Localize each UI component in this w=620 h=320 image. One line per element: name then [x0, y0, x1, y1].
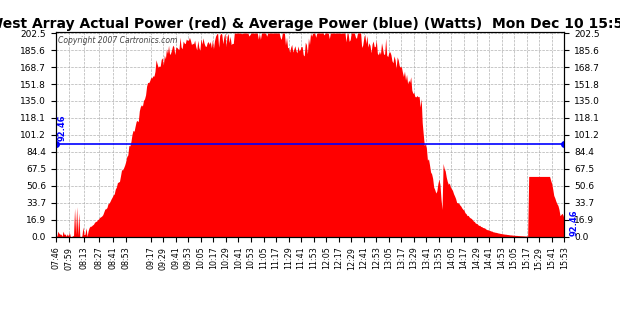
- Text: 92.46: 92.46: [58, 114, 67, 141]
- Text: 92.46: 92.46: [569, 210, 578, 236]
- Title: West Array Actual Power (red) & Average Power (blue) (Watts)  Mon Dec 10 15:59: West Array Actual Power (red) & Average …: [0, 17, 620, 31]
- Text: Copyright 2007 Cartronics.com: Copyright 2007 Cartronics.com: [58, 36, 178, 45]
